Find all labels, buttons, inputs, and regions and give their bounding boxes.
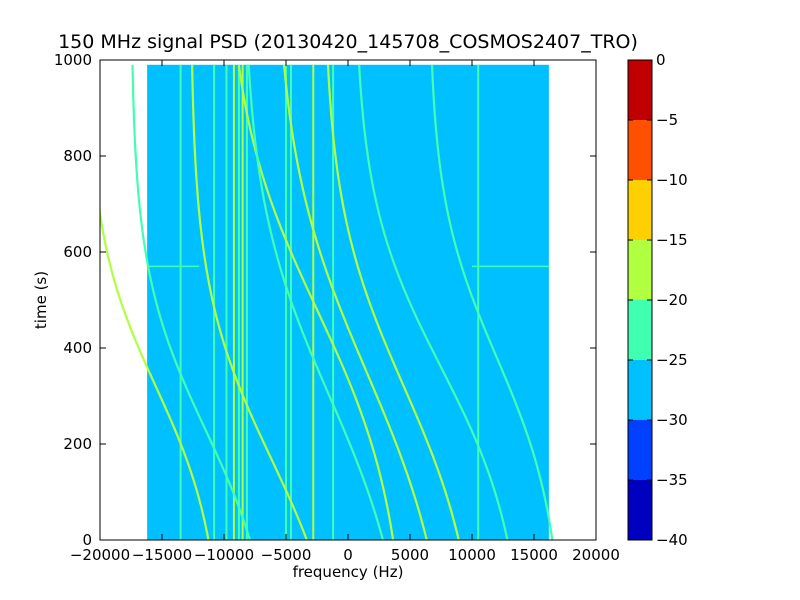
colorbar: 0 −5 −10 −15 −20 −25 −30 −35 −40	[627, 51, 688, 549]
x-tick-label: −10000	[194, 546, 254, 564]
doppler-track	[430, 64, 554, 540]
colorbar-segment	[628, 360, 652, 420]
x-tick-label: 0	[343, 546, 353, 564]
colorbar-segment	[628, 480, 652, 540]
y-tick-label: 0	[82, 531, 92, 549]
y-tick-label: 800	[63, 147, 92, 165]
plot-area: −20000 −15000 −10000 −5000 0 5000 10000 15000 20…	[54, 51, 620, 564]
y-tick-label: 1000	[54, 51, 92, 69]
colorbar-tick-label: −20	[656, 291, 688, 309]
doppler-track	[131, 64, 251, 540]
x-tick-label: 15000	[510, 546, 558, 564]
colorbar-tick-label: −5	[656, 111, 678, 129]
colorbar-segment	[628, 240, 652, 300]
y-tick-label: 400	[63, 339, 92, 357]
colorbar-tick-label: −30	[656, 411, 688, 429]
colorbar-tick-label: −40	[656, 531, 688, 549]
x-tick-label: 5000	[391, 546, 429, 564]
doppler-track	[326, 64, 460, 540]
x-tick-label: 10000	[448, 546, 496, 564]
colorbar-segment	[628, 120, 652, 180]
colorbar-tick-label: −15	[656, 231, 688, 249]
doppler-track	[247, 64, 385, 540]
y-axis-label: time (s)	[32, 271, 50, 329]
colorbar-segment	[628, 180, 652, 240]
doppler-track	[191, 64, 308, 540]
x-tick-label: −15000	[132, 546, 192, 564]
colorbar-segment	[628, 60, 652, 120]
colorbar-segment	[628, 420, 652, 480]
x-tick-label: 20000	[572, 546, 620, 564]
x-axis-label: frequency (Hz)	[293, 563, 404, 581]
colorbar-tick-label: −25	[656, 351, 688, 369]
x-tick-label: −5000	[261, 546, 312, 564]
spectrogram-data	[100, 64, 554, 540]
doppler-track	[100, 205, 210, 540]
doppler-track	[283, 64, 428, 540]
chart-title: 150 MHz signal PSD (20130420_145708_COSM…	[58, 31, 638, 53]
colorbar-tick-label: 0	[656, 51, 666, 69]
x-tick-label: −20000	[70, 546, 130, 564]
spectrogram-background	[147, 64, 549, 540]
colorbar-segment	[628, 300, 652, 360]
doppler-track	[358, 64, 509, 540]
colorbar-tick-label: −35	[656, 471, 688, 489]
y-tick-label: 600	[63, 243, 92, 261]
y-tick-label: 200	[63, 435, 92, 453]
doppler-track	[237, 64, 395, 540]
colorbar-tick-label: −10	[656, 171, 688, 189]
